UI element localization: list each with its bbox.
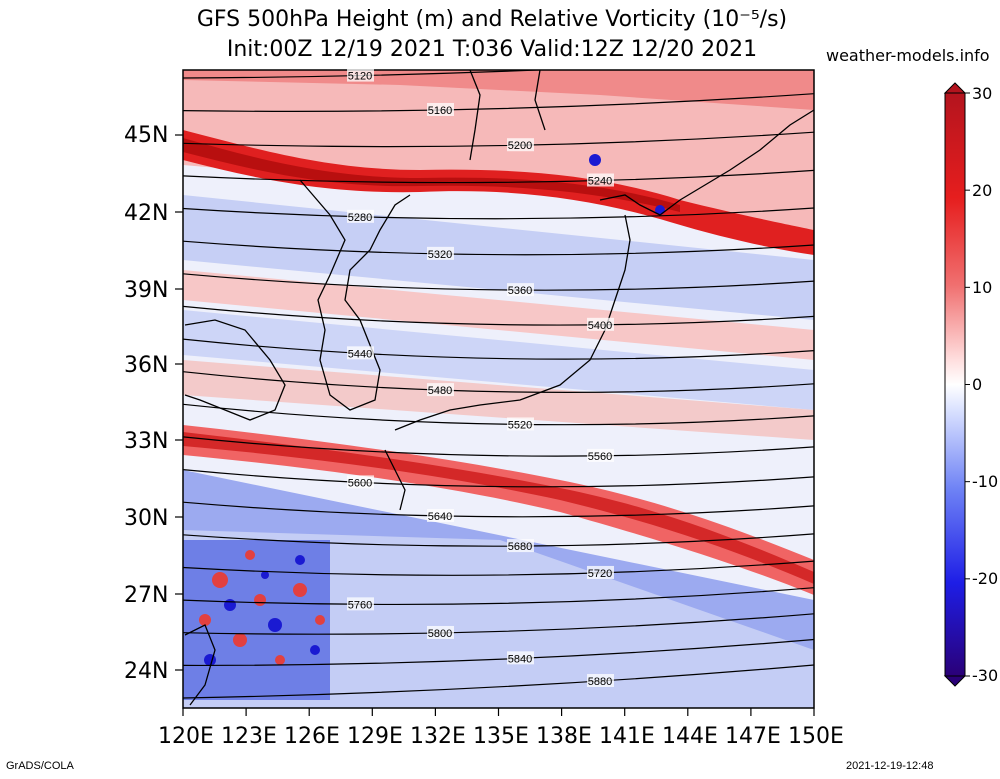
contour-line xyxy=(183,70,553,79)
contour-label: 5280 xyxy=(348,212,372,224)
contour-line xyxy=(183,240,814,256)
contour-label-bg xyxy=(347,68,374,82)
lat-label: 33N xyxy=(124,429,169,454)
contour-line xyxy=(183,273,814,291)
contour-label-bg xyxy=(427,508,454,522)
contour-label-bg xyxy=(507,651,534,665)
contour-label-bg xyxy=(507,539,534,553)
colorbar-label: -10 xyxy=(972,472,999,491)
lat-label: 39N xyxy=(124,278,169,303)
lon-label: 120E xyxy=(158,724,214,749)
lat-label: 24N xyxy=(124,659,169,684)
contour-line xyxy=(183,587,814,606)
contour-line xyxy=(183,131,814,148)
contour-line xyxy=(183,207,814,220)
contour-line xyxy=(183,371,814,393)
contour-line xyxy=(183,403,814,426)
contour-label: 5440 xyxy=(348,348,372,360)
contour-label: 5760 xyxy=(348,599,372,611)
chart-subtitle: Init:00Z 12/19 2021 T:036 Valid:12Z 12/2… xyxy=(226,37,758,62)
contour-label: 5120 xyxy=(348,71,372,83)
contour-label-bg xyxy=(427,246,454,260)
lon-label: 135E xyxy=(473,724,529,749)
contour-label-bg xyxy=(587,317,614,331)
contour-label-bg xyxy=(427,625,454,639)
source-site: weather-models.info xyxy=(826,46,990,65)
footer-right: 2021-12-19-12:48 xyxy=(846,760,934,772)
colorbar-label: 20 xyxy=(972,181,993,200)
contour-line xyxy=(183,664,814,699)
contour-label-bg xyxy=(587,448,614,462)
colorbar xyxy=(943,82,970,687)
contour-line xyxy=(183,560,814,576)
contour-label: 5600 xyxy=(348,477,372,489)
contour-label: 5640 xyxy=(428,511,452,523)
contour-label-bg xyxy=(347,475,374,489)
contour-line xyxy=(183,93,814,112)
lon-label: 126E xyxy=(284,724,340,749)
contour-label: 5720 xyxy=(588,568,612,580)
contour-label: 5320 xyxy=(428,249,452,261)
lon-label: 144E xyxy=(662,724,718,749)
contour-label: 5360 xyxy=(508,285,532,297)
contour-label: 5840 xyxy=(508,653,532,665)
chart-title: GFS 500hPa Height (m) and Relative Vorti… xyxy=(196,7,788,32)
colorbar-label: 10 xyxy=(972,278,993,297)
colorbar-label: -30 xyxy=(972,666,999,685)
height-contours xyxy=(183,70,814,699)
contour-line xyxy=(183,338,814,360)
lon-label: 123E xyxy=(221,724,277,749)
contour-label-bg xyxy=(507,283,534,297)
contour-label-bg xyxy=(507,417,534,431)
coastlines xyxy=(184,70,814,706)
contour-line xyxy=(183,305,814,326)
lon-label: 150E xyxy=(788,724,844,749)
lon-label: 138E xyxy=(536,724,592,749)
lat-label: 30N xyxy=(124,506,169,531)
colorbar-label: 30 xyxy=(972,84,993,103)
contour-line xyxy=(183,638,814,667)
lon-label: 147E xyxy=(725,724,781,749)
contour-label-bg xyxy=(347,346,374,360)
contour-label: 5680 xyxy=(508,541,532,553)
contour-label-bg xyxy=(587,674,614,688)
contour-label: 5800 xyxy=(428,628,452,640)
lon-label: 132E xyxy=(410,724,466,749)
contour-label-bg xyxy=(427,383,454,397)
lon-label: 129E xyxy=(347,724,403,749)
contour-label: 5520 xyxy=(508,419,532,431)
contour-line xyxy=(183,613,814,635)
lat-label: 27N xyxy=(124,583,169,608)
contour-line xyxy=(183,501,814,518)
contour-line xyxy=(183,469,814,488)
lat-label: 45N xyxy=(124,123,169,148)
contour-label: 5200 xyxy=(508,140,532,152)
lat-label: 42N xyxy=(124,201,169,226)
contour-label: 5560 xyxy=(588,451,612,463)
contour-label-bg xyxy=(347,597,374,611)
contour-label: 5880 xyxy=(588,676,612,688)
contour-line xyxy=(183,533,814,547)
lon-label: 141E xyxy=(599,724,655,749)
colorbar-label: -20 xyxy=(972,569,999,588)
contour-label-bg xyxy=(347,209,374,223)
axis-ticks xyxy=(175,134,815,716)
contour-label: 5400 xyxy=(588,320,612,332)
colorbar-label: 0 xyxy=(972,375,983,394)
contour-label-bg xyxy=(427,102,454,116)
lat-label: 36N xyxy=(124,353,169,378)
contour-label-bg xyxy=(587,173,614,187)
footer-left: GrADS/COLA xyxy=(6,760,74,772)
contour-label-bg xyxy=(507,138,534,152)
contour-label: 5240 xyxy=(588,176,612,188)
contour-label-bg xyxy=(587,565,614,579)
contour-line xyxy=(183,169,814,184)
contour-label: 5160 xyxy=(428,105,452,117)
contour-line xyxy=(183,436,814,457)
contour-label: 5480 xyxy=(428,385,452,397)
